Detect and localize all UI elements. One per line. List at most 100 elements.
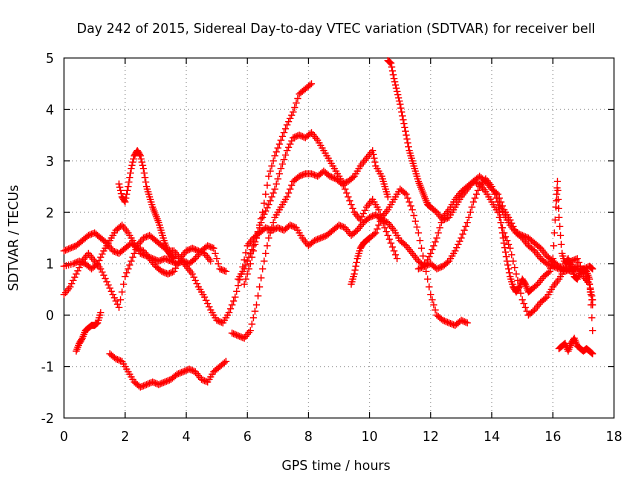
data-point [68,244,76,252]
data-point [214,317,222,325]
data-point [120,280,128,288]
data-point [162,377,170,385]
data-point [541,294,549,302]
data-point [480,176,488,184]
data-point [228,329,236,337]
x-tick-label: 10 [361,430,378,445]
data-point [370,230,378,238]
y-tick-label: 2 [46,206,54,221]
data-point [454,240,462,248]
data-point [505,269,513,277]
data-point [240,256,248,264]
data-point [376,210,384,218]
data-point [117,357,125,365]
data-point [431,207,439,215]
data-point [521,279,529,287]
data-point [443,318,451,326]
y-tick-label: 3 [46,155,54,170]
data-point [100,271,108,279]
series-sat-g [228,147,392,342]
data-point [518,231,526,239]
data-point [589,296,597,304]
data-point [137,155,145,163]
data-point [214,260,222,268]
data-point [329,174,337,182]
data-point [515,284,523,292]
data-point [271,152,279,160]
data-point [278,132,286,140]
data-point [199,376,207,384]
data-point [425,260,433,268]
data-point [544,269,552,277]
data-point [68,280,76,288]
data-point [248,253,256,261]
x-tick-label: 0 [60,430,68,445]
data-point [155,257,163,265]
data-point [112,297,120,305]
data-point [499,234,507,242]
data-point [117,190,125,198]
data-point [185,365,193,373]
data-point [278,226,286,234]
data-point [394,91,402,99]
data-point [106,284,114,292]
data-point [419,263,427,271]
data-point [508,219,516,227]
data-point [353,258,361,266]
data-point [292,99,300,107]
data-point [110,248,118,255]
series-sat-n [555,334,597,358]
data-point [557,231,565,239]
data-point [466,208,474,216]
y-tick-label: 5 [46,52,54,67]
data-point [233,287,241,295]
data-point [469,198,477,206]
data-point [416,237,424,245]
data-point [196,248,204,255]
data-point [69,276,77,284]
data-point [396,100,404,108]
data-point [338,222,346,230]
data-point [280,129,288,137]
data-point [248,246,256,254]
data-point [263,181,271,189]
data-point [159,268,167,276]
data-point [468,203,476,211]
data-point [172,264,180,272]
data-point [260,199,268,207]
data-point [127,257,135,265]
series-sat-m [494,177,597,335]
data-point [504,261,512,269]
data-point [349,174,357,182]
data-point [188,270,196,278]
data-point [69,260,77,268]
y-axis-label: SDTVAR / TECUs [7,185,22,292]
data-point [123,186,131,194]
data-point [573,255,581,263]
data-point [589,350,597,358]
data-point [443,258,451,266]
data-point [136,152,144,160]
data-point [433,234,441,242]
data-point [207,243,215,251]
data-point [97,309,105,317]
data-point [512,270,520,278]
data-point [375,206,383,214]
data-point [282,125,290,133]
data-point [222,357,230,365]
data-point [453,244,461,252]
data-point [587,348,595,356]
data-point [225,309,233,317]
data-point [269,219,277,227]
data-point [390,247,398,255]
data-point [414,265,422,273]
data-point [164,270,172,278]
data-point [152,379,160,387]
data-point [219,266,227,274]
data-point [262,207,270,215]
data-point [158,379,166,387]
data-point [291,104,299,111]
data-point [265,172,273,180]
data-point [122,194,130,202]
data-point [436,264,444,272]
